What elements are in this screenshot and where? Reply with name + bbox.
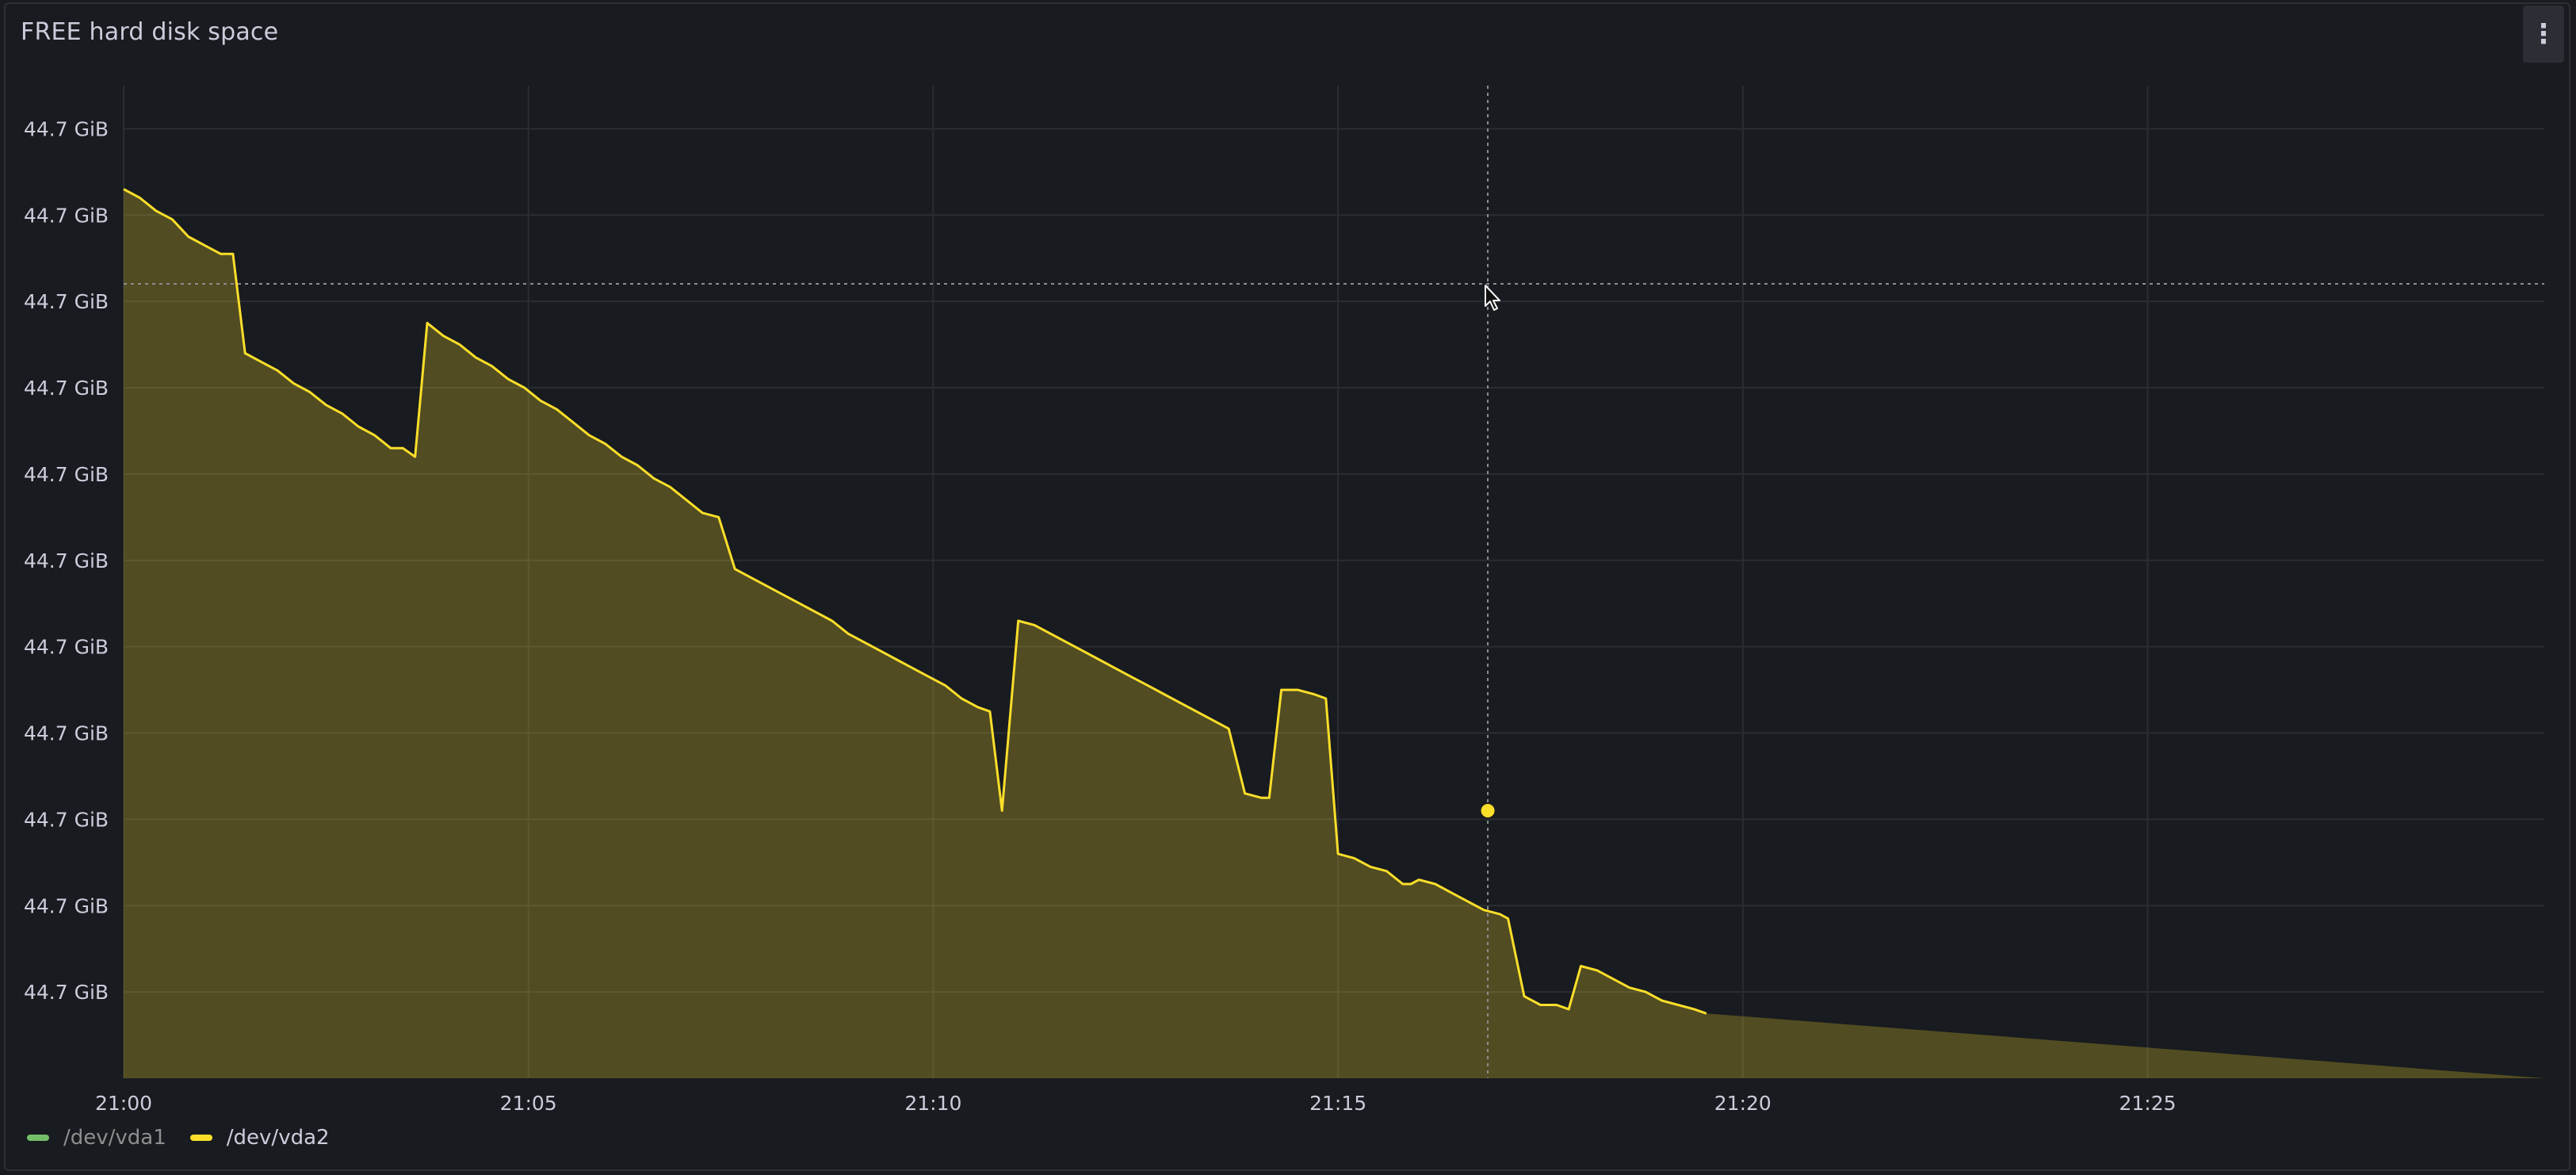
x-tick-label: 21:20 <box>1714 1092 1771 1115</box>
series-area-layer <box>124 189 2544 1079</box>
legend-swatch-vda1 <box>27 1135 49 1141</box>
x-tick-label: 21:00 <box>95 1092 152 1115</box>
chart-legend: /dev/vda1 /dev/vda2 <box>27 1126 330 1150</box>
legend-label-vda1: /dev/vda1 <box>63 1126 166 1150</box>
mouse-pointer-icon <box>1485 285 1500 311</box>
y-tick-label: 44.7 GiB <box>24 463 109 486</box>
x-tick-label: 21:25 <box>2119 1092 2176 1115</box>
y-tick-label: 44.7 GiB <box>24 981 109 1004</box>
series-area-vda2 <box>124 189 2544 1079</box>
vertical-ellipsis-icon: ⋮ <box>2530 18 2557 50</box>
panel-menu-button[interactable]: ⋮ <box>2523 6 2564 63</box>
y-tick-label: 44.7 GiB <box>24 808 109 831</box>
legend-label-vda2: /dev/vda2 <box>226 1126 330 1150</box>
y-tick-label: 44.7 GiB <box>24 636 109 659</box>
hover-crosshair <box>124 86 2544 1078</box>
y-tick-label: 44.7 GiB <box>24 204 109 227</box>
chart-panel: FREE hard disk space ⋮ <box>4 2 2570 1171</box>
legend-item-vda1[interactable]: /dev/vda1 <box>27 1126 166 1150</box>
legend-item-vda2[interactable]: /dev/vda2 <box>189 1126 330 1150</box>
chart-grid <box>123 86 2544 1078</box>
y-tick-label: 44.7 GiB <box>24 377 109 400</box>
x-tick-label: 21:15 <box>1309 1092 1366 1115</box>
y-tick-label: 44.7 GiB <box>24 549 109 572</box>
y-tick-label: 44.7 GiB <box>24 894 109 917</box>
y-tick-label: 44.7 GiB <box>24 722 109 745</box>
axis-labels: 44.7 GiB 44.7 GiB 44.7 GiB 44.7 GiB 44.7 GiB… <box>24 117 2177 1115</box>
series-line-vda2 <box>123 188 1707 1015</box>
x-tick-label: 21:05 <box>500 1092 557 1115</box>
y-tick-label: 44.7 GiB <box>24 290 109 313</box>
series-line-layer <box>123 188 1707 1015</box>
panel-title: FREE hard disk space <box>21 18 279 46</box>
legend-swatch-vda2 <box>189 1135 212 1141</box>
y-tick-label: 44.7 GiB <box>24 117 109 140</box>
hover-point <box>1481 804 1495 818</box>
x-tick-label: 21:10 <box>904 1092 961 1115</box>
